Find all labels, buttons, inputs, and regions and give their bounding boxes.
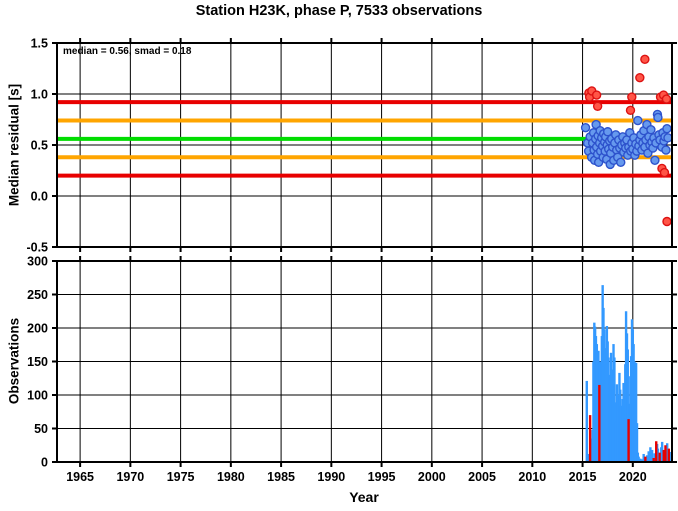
observations-per-month bbox=[585, 285, 671, 462]
residual-inliers bbox=[580, 109, 672, 170]
residual-outliers bbox=[584, 54, 672, 227]
x-tick-label: 1990 bbox=[317, 470, 345, 484]
y-tick-label: 0.5 bbox=[31, 139, 48, 153]
chart-title: Station H23K, phase P, 7533 observations bbox=[195, 3, 483, 19]
year-axis-label: Year bbox=[349, 489, 379, 505]
y-tick-label: -0.5 bbox=[26, 241, 48, 255]
stats-annotation: median = 0.56, smad = 0.18 bbox=[63, 46, 192, 57]
y-tick-label: 150 bbox=[27, 355, 48, 369]
x-tick-label: 2015 bbox=[569, 470, 597, 484]
x-tick-label: 2000 bbox=[418, 470, 446, 484]
median-residual-panel: -0.5 0.0 0.5 1.0 1.5 bbox=[26, 37, 677, 255]
y-tick-label: 50 bbox=[34, 422, 48, 436]
panel-frame bbox=[56, 42, 673, 248]
y-tick-label: 1.5 bbox=[31, 37, 48, 51]
x-tick-label: 2010 bbox=[518, 470, 546, 484]
x-tick-label: 1995 bbox=[368, 470, 396, 484]
x-tick-label: 1975 bbox=[167, 470, 195, 484]
panel-frame bbox=[56, 260, 673, 463]
x-tick-label: 1980 bbox=[217, 470, 245, 484]
outlier-observations-per-month bbox=[588, 384, 670, 462]
x-tick-label: 1985 bbox=[267, 470, 295, 484]
gridlines bbox=[57, 43, 672, 247]
gridlines bbox=[57, 261, 672, 462]
y-tick-label: 300 bbox=[27, 255, 48, 269]
observations-panel: 0 50 100 150 200 250 300 1965 1970 1975 1980 1985 19… bbox=[27, 255, 677, 484]
y-tick-label: 200 bbox=[27, 322, 48, 336]
x-tick-label: 1965 bbox=[66, 470, 94, 484]
y-tick-label: 100 bbox=[27, 389, 48, 403]
y-tick-label: 250 bbox=[27, 288, 48, 302]
y-tick-label: 1.0 bbox=[31, 88, 48, 102]
x-tick-label: 1970 bbox=[116, 470, 144, 484]
y-tick-label: 0 bbox=[41, 456, 48, 470]
y-tick-label: 0.0 bbox=[31, 190, 48, 204]
x-tick-label: 2020 bbox=[619, 470, 647, 484]
x-tick-label: 2005 bbox=[468, 470, 496, 484]
